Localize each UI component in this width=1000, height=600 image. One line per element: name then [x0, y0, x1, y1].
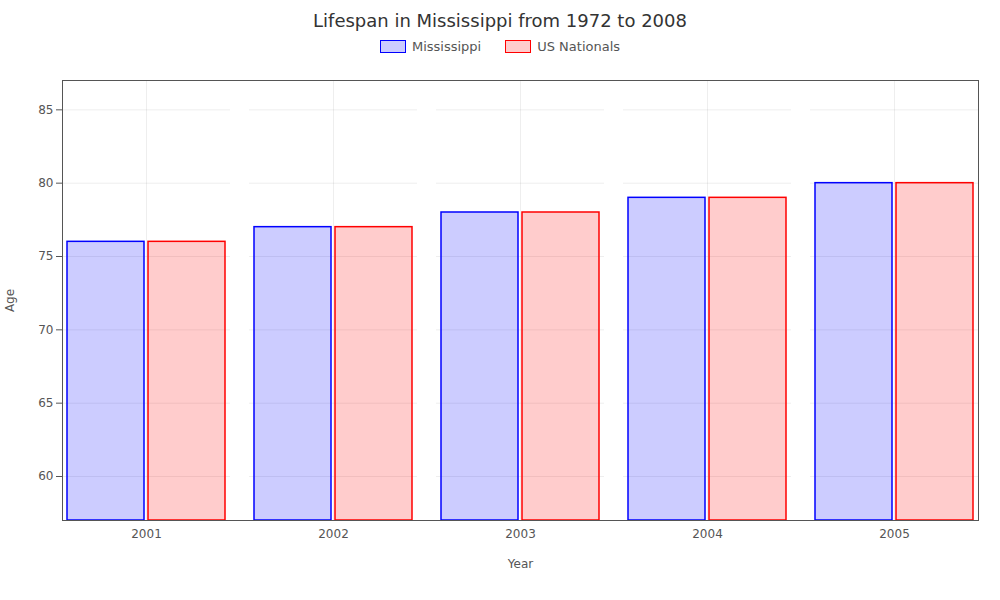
svg-text:60: 60	[38, 469, 53, 483]
svg-text:80: 80	[38, 176, 53, 190]
svg-text:2004: 2004	[692, 527, 723, 541]
svg-text:75: 75	[38, 249, 53, 263]
svg-text:85: 85	[38, 103, 53, 117]
svg-text:70: 70	[38, 323, 53, 337]
svg-text:Year: Year	[507, 557, 533, 571]
svg-text:Age: Age	[3, 289, 17, 312]
svg-text:2003: 2003	[505, 527, 536, 541]
html-text:US Nationals: US Nationals	[537, 39, 620, 54]
html-text:Lifespan in Mississippi from 1: Lifespan in Mississippi from 1972 to 200…	[313, 10, 687, 31]
svg-text:2002: 2002	[318, 527, 349, 541]
svg-text:65: 65	[38, 396, 53, 410]
html-text:Mississippi: Mississippi	[411, 39, 482, 54]
svg-text:2001: 2001	[131, 527, 162, 541]
svg-text:2005: 2005	[879, 527, 910, 541]
